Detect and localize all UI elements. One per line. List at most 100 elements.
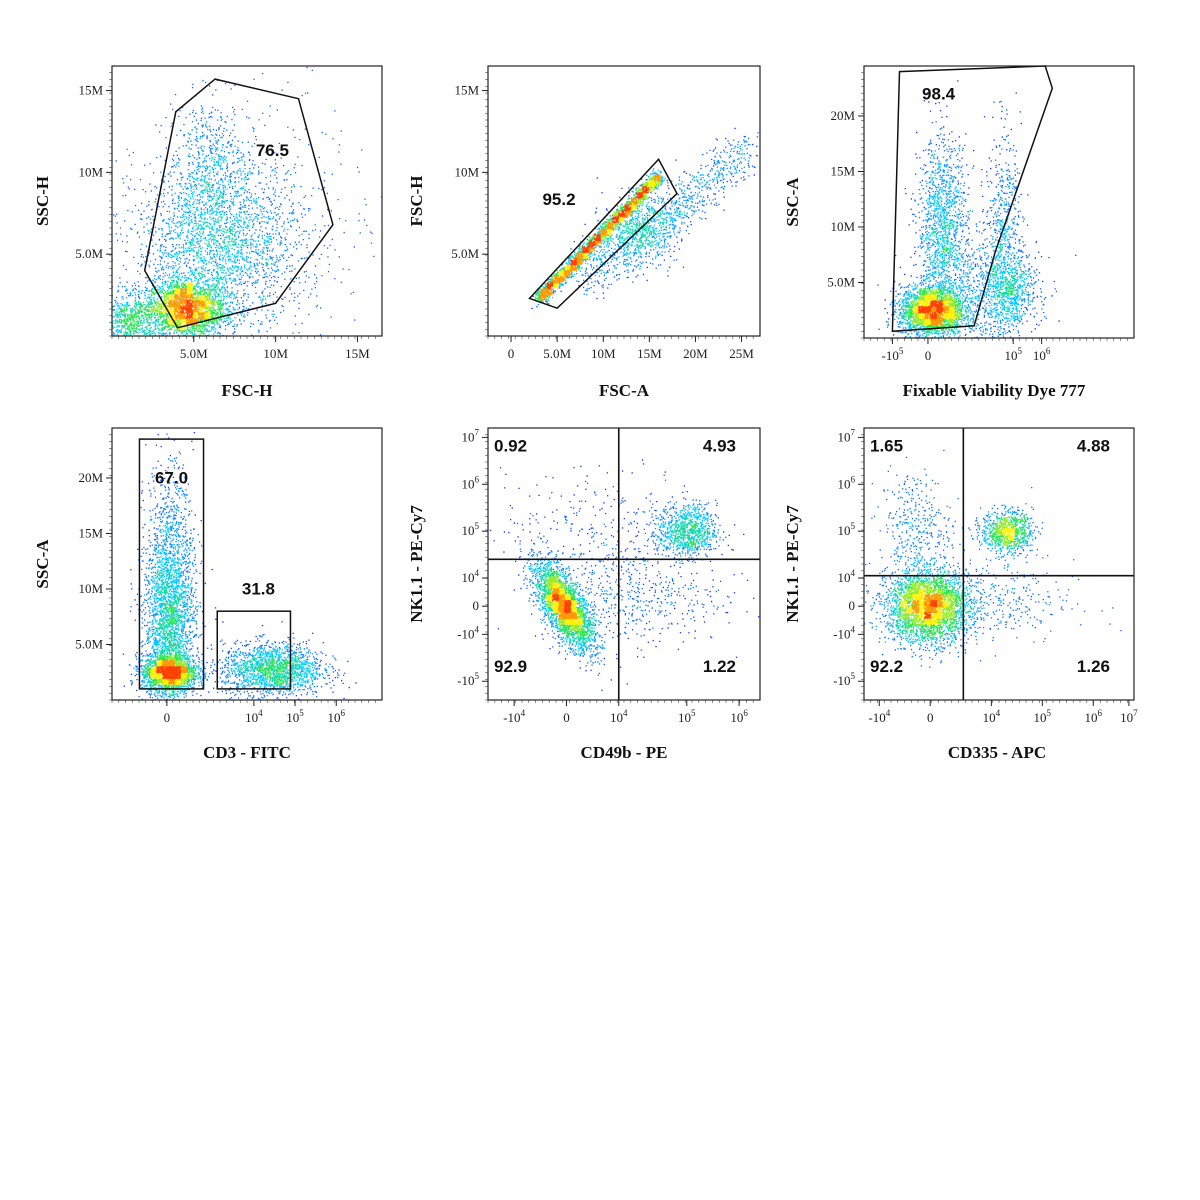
x-tick-label: 106: [730, 708, 748, 725]
plot-frame: [863, 65, 1135, 339]
gate-rectangle: [138, 438, 205, 690]
x-tick-label: 107: [1120, 708, 1138, 725]
gate-percentage-label: 92.9: [494, 657, 527, 676]
gate-polygon: [891, 65, 1054, 333]
panel-3: Fixable Viability Dye 777 SSC-A -105 0 105…: [783, 65, 1135, 400]
density-band-5: [894, 516, 1028, 638]
density-band-4: [144, 570, 301, 697]
gate-percentage-label: 4.88: [1077, 436, 1110, 455]
panel-1: FSC-H SSC-H 5.0M 10M 15M 5.0M 10M 15M 76.5: [33, 65, 383, 400]
ticks: 0 104 105 106 5.0M 10M 15M 20M: [75, 434, 376, 725]
density-band-7: [912, 294, 956, 326]
x-tick-label: 15M: [345, 346, 370, 361]
y-axis-title: SSC-H: [33, 176, 52, 226]
gate-polygon: [528, 158, 678, 310]
gate-percentage-label: 31.8: [242, 580, 275, 599]
event-points: [877, 80, 1077, 338]
density-band-5: [546, 522, 698, 638]
x-axis-title: FSC-A: [599, 381, 650, 400]
x-tick-label: 105: [678, 708, 696, 725]
panel-4: CD3 - FITC SSC-A 0 104 105 106 5.0M 10M 15M 20M…: [33, 427, 383, 762]
gate-rectangle: [216, 610, 292, 690]
y-tick-label: 20M: [830, 108, 855, 123]
gate-polygon: [143, 78, 334, 329]
density-band-6: [546, 576, 584, 632]
x-tick-label: 104: [245, 708, 263, 725]
y-tick-label: 104: [462, 568, 480, 585]
y-tick-label: 107: [838, 427, 856, 444]
density-band-5: [534, 198, 631, 302]
x-tick-label: 106: [1084, 708, 1102, 725]
density-band-8: [540, 174, 662, 302]
y-tick-label: 10M: [78, 164, 103, 179]
y-tick-label: 105: [462, 521, 480, 538]
y-tick-label: 15M: [454, 83, 479, 98]
x-axis-title: CD49b - PE: [581, 743, 668, 762]
x-tick-label: 104: [610, 708, 628, 725]
y-tick-label: 5.0M: [75, 636, 103, 651]
y-tick-label: 104: [838, 568, 856, 585]
density-band-2: [133, 486, 330, 700]
x-tick-label: 106: [1033, 346, 1051, 363]
y-tick-label: 106: [462, 474, 480, 491]
gate-percentage-label: 4.93: [703, 436, 736, 455]
y-tick-label: 10M: [78, 581, 103, 596]
y-tick-label: 106: [838, 474, 856, 491]
plot-frame: [863, 427, 1135, 701]
density-band-9: [546, 186, 649, 290]
plot-frame: [111, 65, 383, 337]
panel-5: CD49b - PE NK1.1 - PE-Cy7 -104 0 104 105 106…: [407, 427, 761, 762]
density-band-9: [918, 300, 944, 320]
ticks: -105 0 105 106 5.0M 10M 15M 20M: [827, 72, 1128, 363]
x-tick-label: 10M: [591, 346, 616, 361]
density-band-5: [906, 246, 1016, 332]
gate-percentage-label: 98.4: [922, 84, 956, 103]
density-band-9: [924, 600, 938, 620]
y-tick-label: 5.0M: [75, 246, 103, 261]
x-tick-label: 0: [563, 710, 570, 725]
gate-percentage-label: 0.92: [494, 436, 527, 455]
ticks: -104 0 104 105 106 -105 -104 0 104 105 106 107: [457, 427, 754, 725]
y-tick-label: 107: [462, 427, 480, 444]
plot-frame: [111, 427, 383, 701]
event-points: [531, 127, 759, 310]
y-tick-label: 5.0M: [827, 274, 855, 289]
x-tick-label: 10M: [263, 346, 288, 361]
density-band-3: [888, 522, 1034, 644]
x-axis-title: FSC-H: [222, 381, 273, 400]
gate-percentage-label: 1.22: [703, 657, 736, 676]
x-axis-title: Fixable Viability Dye 777: [903, 381, 1086, 400]
y-tick-label: 105: [838, 521, 856, 538]
density-band-6: [900, 516, 1016, 626]
gate-percentage-label: 1.65: [870, 436, 903, 455]
density-band-2: [536, 140, 751, 306]
x-tick-label: 105: [1034, 708, 1052, 725]
x-tick-label: 0: [164, 710, 171, 725]
x-tick-label: 25M: [729, 346, 754, 361]
gate-percentage-label: 95.2: [542, 190, 575, 209]
density-band-2: [112, 108, 308, 336]
x-tick-label: 20M: [683, 346, 708, 361]
y-tick-label: -104: [833, 624, 855, 641]
density-band-6: [156, 654, 193, 686]
x-tick-label: -104: [868, 708, 890, 725]
x-tick-label: 105: [1004, 346, 1022, 363]
density-band-8: [162, 660, 188, 686]
y-tick-label: -105: [457, 671, 479, 688]
x-tick-label: 5.0M: [543, 346, 571, 361]
y-axis-title: SSC-A: [33, 539, 52, 589]
y-axis-title: NK1.1 - PE-Cy7: [407, 505, 426, 623]
x-tick-label: 0: [508, 346, 515, 361]
y-tick-label: 0: [849, 598, 856, 613]
density-band-7: [546, 582, 584, 626]
y-tick-label: 5.0M: [451, 246, 479, 261]
gate-percentage-label: 67.0: [155, 469, 188, 488]
y-tick-label: 10M: [454, 164, 479, 179]
y-axis-title: NK1.1 - PE-Cy7: [783, 505, 802, 623]
x-axis-title: CD3 - FITC: [203, 743, 291, 762]
y-axis-title: FSC-H: [407, 176, 426, 227]
y-tick-label: 10M: [830, 219, 855, 234]
x-tick-label: 105: [286, 708, 304, 725]
x-axis-title: CD335 - APC: [948, 743, 1046, 762]
